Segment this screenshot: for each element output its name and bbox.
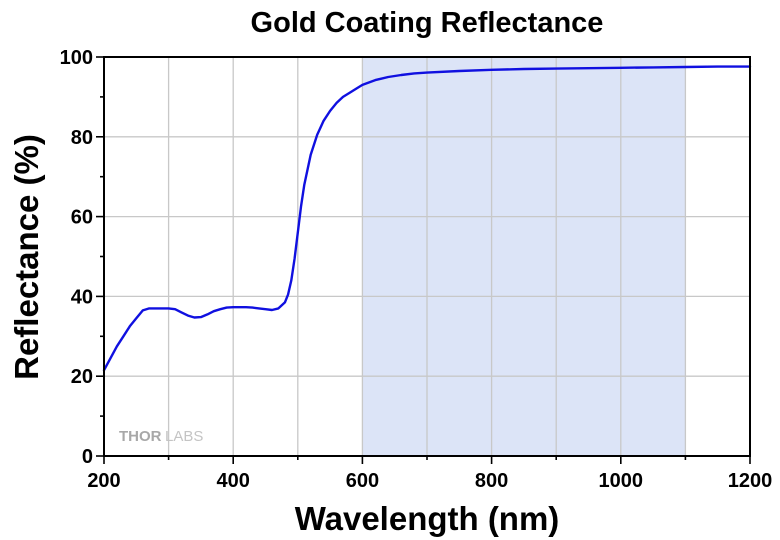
y-tick-label: 60 [71,207,93,229]
plot-frame [103,56,751,457]
x-axis-title: Wavelength (nm) [295,500,560,537]
plot-area: 200 400 600 800 1000 1200 0 20 40 60 80 100 [60,47,773,492]
y-axis-title: Reflectance (%) [8,134,45,380]
watermark-thor: THOR [119,428,162,445]
x-tick-label: 1200 [728,470,773,492]
x-tick-label: 600 [346,470,379,492]
x-tick-label: 1000 [599,470,644,492]
x-tick-label: 200 [87,470,120,492]
x-tick-label: 800 [475,470,508,492]
y-tick-label: 20 [71,366,93,388]
y-tick-label: 40 [71,286,93,308]
watermark-labs: LABS [165,428,203,445]
y-tick-label: 0 [82,446,93,468]
shaded-band [362,57,686,456]
chart-title: Gold Coating Reflectance [251,7,604,39]
y-tick-label: 100 [60,47,93,69]
series-line-reflectance [102,65,752,372]
x-tick-label: 400 [217,470,250,492]
y-tick-label: 80 [71,127,93,149]
